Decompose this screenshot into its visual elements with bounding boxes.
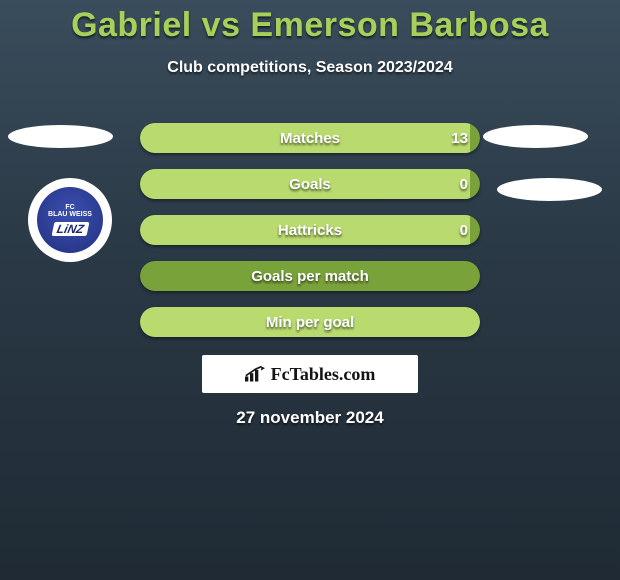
stat-bar: Hattricks 0 — [140, 215, 480, 245]
player-left-slot — [8, 125, 113, 148]
bar-label: Matches — [280, 130, 340, 147]
brand-label: FcTables.com — [245, 364, 376, 385]
bar-label: Goals — [289, 176, 331, 193]
club-badge: FC BLAU WEISS LiNZ — [28, 178, 112, 262]
brand-box[interactable]: FcTables.com — [202, 355, 418, 393]
club-text-mid: BLAU WEISS — [48, 211, 92, 218]
club-badge-inner: FC BLAU WEISS LiNZ — [37, 187, 103, 253]
player-right-slot-1 — [483, 125, 588, 148]
bar-value: 0 — [460, 176, 468, 193]
bar-label: Goals per match — [251, 268, 369, 285]
bar-label: Hattricks — [278, 222, 342, 239]
player-right-slot-2 — [497, 178, 602, 201]
date-label: 27 november 2024 — [0, 408, 620, 428]
stat-bar: Goals per match — [140, 261, 480, 291]
chart-growth-icon — [245, 366, 265, 382]
stat-bar: Min per goal — [140, 307, 480, 337]
stats-bars: Matches 13 Goals 0 Hattricks 0 Goals per match… — [140, 123, 480, 353]
brand-text: FcTables.com — [271, 364, 376, 385]
page-title: Gabriel vs Emerson Barbosa — [0, 0, 620, 45]
club-text-top: FC — [65, 204, 74, 211]
bar-value: 0 — [460, 222, 468, 239]
stat-bar: Goals 0 — [140, 169, 480, 199]
club-text-city: LiNZ — [51, 222, 89, 236]
stat-bar: Matches 13 — [140, 123, 480, 153]
subtitle: Club competitions, Season 2023/2024 — [0, 59, 620, 77]
bar-label: Min per goal — [266, 314, 354, 331]
bar-value: 13 — [451, 130, 468, 147]
